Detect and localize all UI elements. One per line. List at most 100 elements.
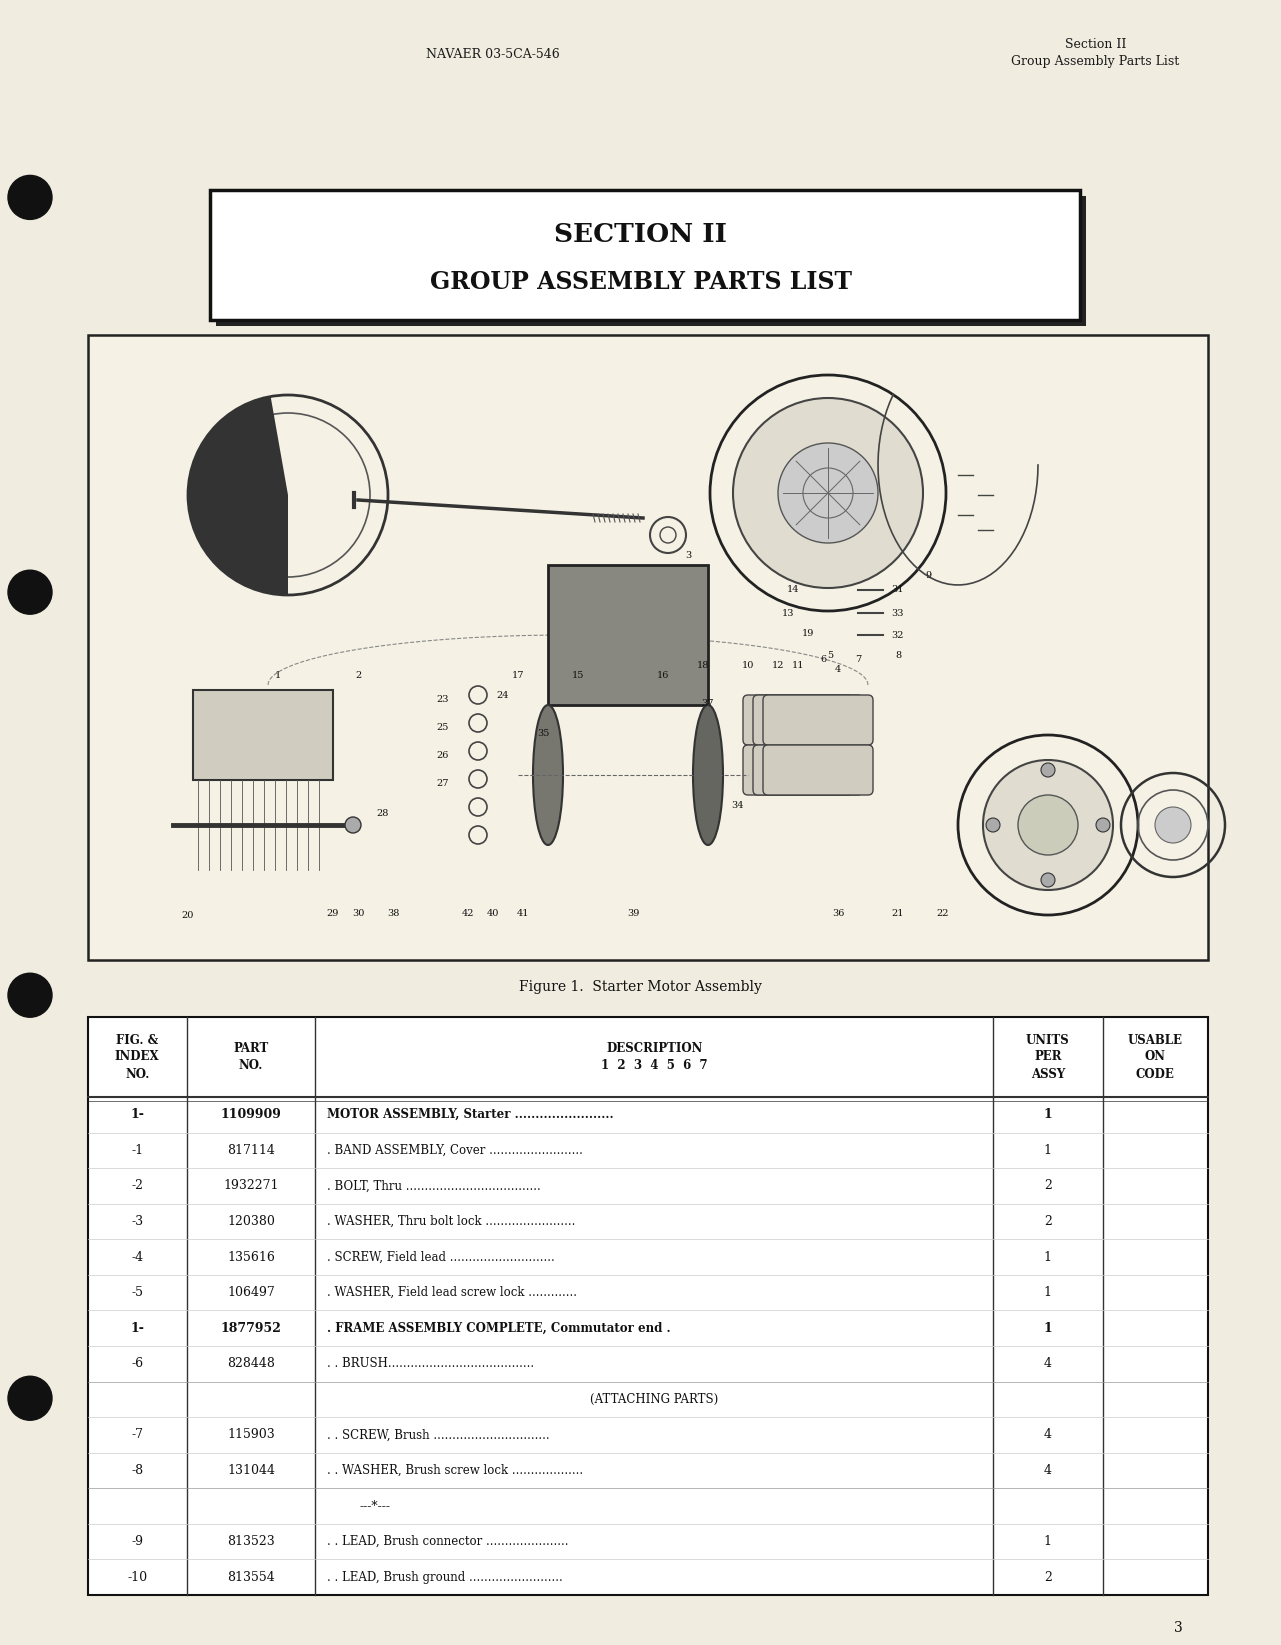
Text: 813554: 813554 <box>227 1571 275 1584</box>
Text: 813523: 813523 <box>227 1535 275 1548</box>
Circle shape <box>1041 873 1056 887</box>
Text: 135616: 135616 <box>227 1250 275 1263</box>
Bar <box>193 689 333 780</box>
Text: 14: 14 <box>787 586 799 594</box>
Text: Group Assembly Parts List: Group Assembly Parts List <box>1011 56 1180 69</box>
Text: 10: 10 <box>742 661 755 670</box>
Text: -10: -10 <box>127 1571 147 1584</box>
Text: 3: 3 <box>685 551 692 559</box>
Text: 26: 26 <box>437 750 450 760</box>
Circle shape <box>8 1377 53 1420</box>
Text: 4: 4 <box>835 666 842 674</box>
Text: . BOLT, Thru ....................................: . BOLT, Thru ...........................… <box>328 1179 541 1193</box>
Text: 21: 21 <box>892 908 904 918</box>
Text: 828448: 828448 <box>227 1357 275 1370</box>
Text: -7: -7 <box>131 1428 143 1441</box>
Text: 2: 2 <box>1044 1216 1052 1229</box>
Ellipse shape <box>533 706 564 846</box>
Text: 2: 2 <box>355 671 361 679</box>
Text: 1: 1 <box>1044 1250 1052 1263</box>
Text: . WASHER, Field lead screw lock .............: . WASHER, Field lead screw lock ........… <box>328 1286 578 1300</box>
Text: 30: 30 <box>352 908 364 918</box>
Circle shape <box>986 818 1000 832</box>
Text: 817114: 817114 <box>227 1143 275 1156</box>
Text: 11: 11 <box>792 661 804 670</box>
Text: 37: 37 <box>702 699 715 707</box>
Bar <box>210 191 1080 321</box>
Circle shape <box>778 443 877 543</box>
Text: 2: 2 <box>1044 1571 1052 1584</box>
Circle shape <box>1155 808 1191 842</box>
Text: 24: 24 <box>497 691 510 699</box>
Wedge shape <box>188 396 288 595</box>
FancyBboxPatch shape <box>753 694 863 745</box>
Text: 32: 32 <box>892 630 904 640</box>
FancyBboxPatch shape <box>763 745 872 795</box>
Text: -8: -8 <box>131 1464 143 1477</box>
Text: 12: 12 <box>771 661 784 670</box>
Text: Figure 1.  Starter Motor Assembly: Figure 1. Starter Motor Assembly <box>519 980 762 994</box>
Text: GROUP ASSEMBLY PARTS LIST: GROUP ASSEMBLY PARTS LIST <box>429 270 852 294</box>
Text: . SCREW, Field lead ............................: . SCREW, Field lead ....................… <box>328 1250 555 1263</box>
Text: 1877952: 1877952 <box>220 1321 282 1334</box>
FancyBboxPatch shape <box>763 694 872 745</box>
Text: 36: 36 <box>831 908 844 918</box>
Circle shape <box>1041 763 1056 776</box>
Text: 131044: 131044 <box>227 1464 275 1477</box>
Text: . . SCREW, Brush ...............................: . . SCREW, Brush .......................… <box>328 1428 550 1441</box>
Text: . . LEAD, Brush connector ......................: . . LEAD, Brush connector ..............… <box>328 1535 569 1548</box>
Text: 22: 22 <box>936 908 949 918</box>
Text: 1: 1 <box>1044 1535 1052 1548</box>
Text: NAVAER 03-5CA-546: NAVAER 03-5CA-546 <box>427 48 560 61</box>
Text: SECTION II: SECTION II <box>553 222 728 247</box>
Text: . BAND ASSEMBLY, Cover .........................: . BAND ASSEMBLY, Cover .................… <box>328 1143 583 1156</box>
Text: 4: 4 <box>1044 1464 1052 1477</box>
Text: 40: 40 <box>487 908 500 918</box>
Text: 39: 39 <box>626 908 639 918</box>
Text: 1-: 1- <box>131 1109 145 1122</box>
Bar <box>88 336 1208 961</box>
Text: 106497: 106497 <box>227 1286 275 1300</box>
Text: 1: 1 <box>1044 1286 1052 1300</box>
Bar <box>216 196 1086 326</box>
Text: 17: 17 <box>511 671 524 679</box>
Circle shape <box>8 571 53 614</box>
Bar <box>548 564 708 706</box>
Text: 1: 1 <box>1044 1321 1052 1334</box>
Text: (ATTACHING PARTS): (ATTACHING PARTS) <box>591 1393 719 1406</box>
Text: 20: 20 <box>182 910 195 920</box>
Text: -4: -4 <box>131 1250 143 1263</box>
Text: 6: 6 <box>820 655 826 665</box>
Text: Section II: Section II <box>1065 38 1126 51</box>
Text: 1932271: 1932271 <box>223 1179 279 1193</box>
Text: 5: 5 <box>828 650 833 660</box>
Text: USABLE
ON
CODE: USABLE ON CODE <box>1127 1033 1182 1081</box>
Text: 1109909: 1109909 <box>220 1109 282 1122</box>
Text: 13: 13 <box>781 609 794 617</box>
Text: 8: 8 <box>895 650 901 660</box>
Text: 1: 1 <box>1044 1109 1052 1122</box>
Ellipse shape <box>693 706 722 846</box>
Text: 4: 4 <box>1044 1428 1052 1441</box>
Text: -9: -9 <box>131 1535 143 1548</box>
Text: 3: 3 <box>1175 1620 1182 1635</box>
Text: MOTOR ASSEMBLY, Starter ........................: MOTOR ASSEMBLY, Starter ................… <box>328 1109 614 1122</box>
FancyBboxPatch shape <box>753 745 863 795</box>
Text: 15: 15 <box>571 671 584 679</box>
FancyBboxPatch shape <box>743 694 853 745</box>
Text: 120380: 120380 <box>227 1216 275 1229</box>
Text: 29: 29 <box>327 908 339 918</box>
Text: 35: 35 <box>537 729 550 737</box>
FancyBboxPatch shape <box>743 745 853 795</box>
Text: 7: 7 <box>854 655 861 665</box>
Text: 38: 38 <box>387 908 400 918</box>
Text: ---*---: ---*--- <box>360 1500 391 1512</box>
Text: 1: 1 <box>1044 1143 1052 1156</box>
Circle shape <box>345 818 361 832</box>
Text: 115903: 115903 <box>227 1428 275 1441</box>
Text: . . BRUSH.......................................: . . BRUSH...............................… <box>328 1357 534 1370</box>
Text: 18: 18 <box>697 661 710 670</box>
Circle shape <box>1018 795 1079 855</box>
Text: UNITS
PER
ASSY: UNITS PER ASSY <box>1026 1033 1070 1081</box>
Text: -1: -1 <box>131 1143 143 1156</box>
